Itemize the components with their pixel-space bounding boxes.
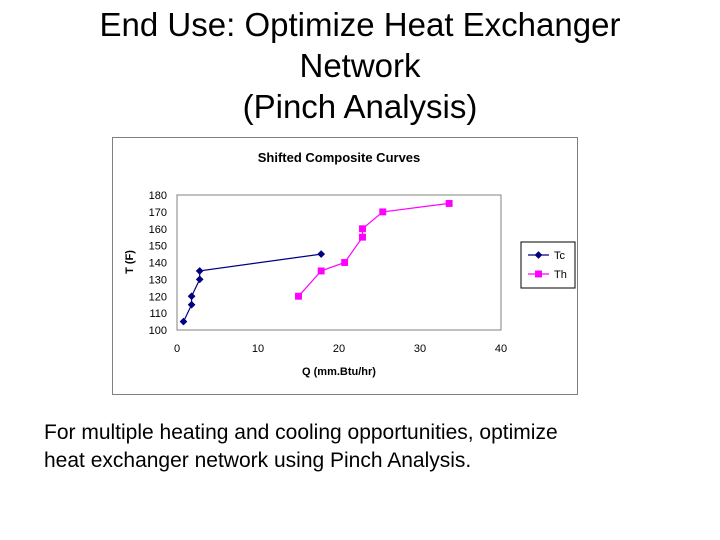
caption: For multiple heating and cooling opportu…: [44, 419, 684, 475]
slide-title-line-2: Network: [299, 47, 421, 84]
x-tick-label: 0: [174, 343, 180, 355]
y-tick-label: 150: [149, 241, 167, 253]
chart-title: Shifted Composite Curves: [258, 150, 421, 165]
chart: Shifted Composite Curves 100 110 120 130 140 1…: [112, 137, 578, 395]
slide-title-line-3: (Pinch Analysis): [242, 88, 478, 125]
x-axis-label: Q (mm.Btu/hr): [302, 366, 376, 378]
y-tick-label: 170: [149, 207, 167, 219]
caption-line-1: For multiple heating and cooling opportu…: [44, 421, 558, 444]
data-point-tc: [187, 292, 196, 301]
data-point-tc: [195, 275, 204, 284]
series-line-tc: [182, 253, 322, 322]
y-tick-label: 140: [149, 258, 167, 270]
data-point-th: [445, 199, 453, 207]
chart-svg: Shifted Composite Curves1001101201301401…: [112, 137, 578, 395]
legend-marker-tc: [534, 251, 543, 259]
data-point-tc: [179, 317, 188, 326]
data-point-th: [359, 225, 366, 233]
legend-marker-th: [535, 270, 542, 278]
y-tick-label: 160: [149, 224, 167, 236]
data-point-th: [295, 292, 302, 300]
slide-title-line-1: End Use: Optimize Heat Exchanger: [99, 6, 621, 43]
y-tick-label: 120: [149, 291, 167, 303]
data-point-tc: [317, 250, 326, 259]
y-tick-label: 110: [149, 308, 167, 320]
legend-box: [520, 241, 576, 289]
data-point-tc: [187, 300, 196, 309]
data-point-th: [359, 233, 366, 241]
y-tick-label: 130: [149, 274, 167, 286]
legend-label-tc: Tc: [554, 250, 566, 262]
x-tick-label: 30: [414, 343, 426, 355]
data-point-th: [317, 267, 325, 275]
x-tick-label: 40: [495, 343, 507, 355]
data-point-th: [341, 259, 349, 266]
legend-label-th: Th: [554, 269, 567, 281]
caption-line-2: heat exchanger network using Pinch Analy…: [44, 449, 472, 472]
x-tick-label: 10: [252, 343, 264, 355]
slide-title: End Use: Optimize Heat Exchanger Network…: [0, 4, 720, 127]
y-axis-label: T (F): [124, 250, 136, 274]
data-point-tc: [195, 266, 204, 275]
x-tick-label: 20: [333, 343, 345, 355]
y-tick-label: 180: [149, 190, 167, 202]
data-point-th: [379, 208, 387, 216]
plot-area: [176, 194, 502, 331]
y-tick-label: 100: [149, 325, 167, 337]
